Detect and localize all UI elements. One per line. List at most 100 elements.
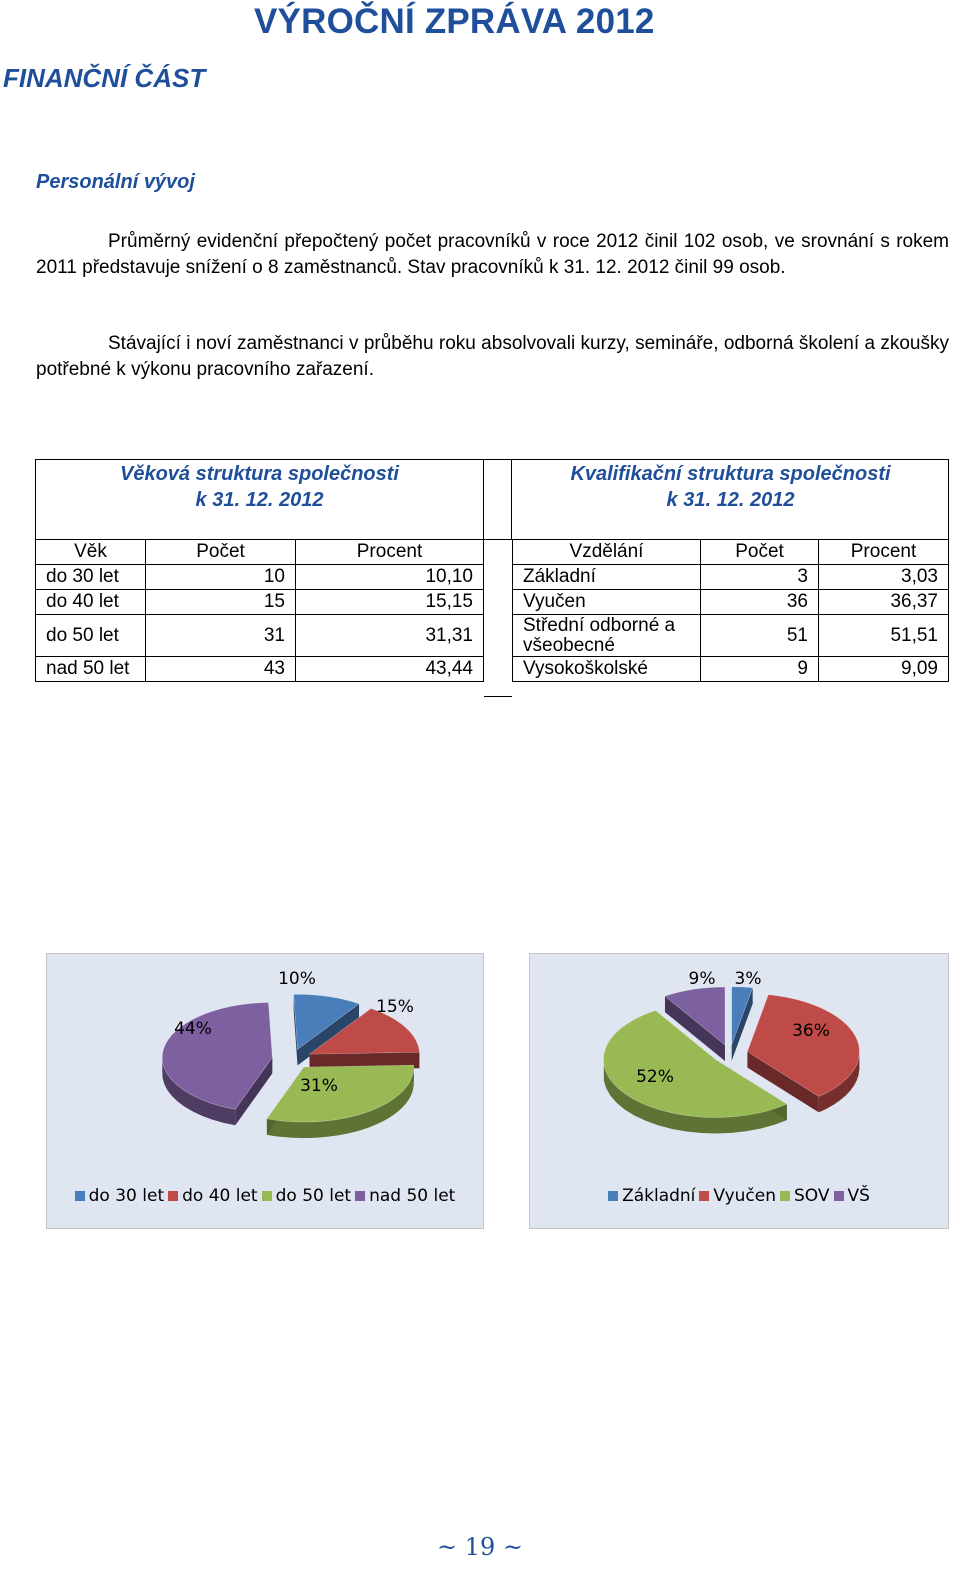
- data-label: 31%: [300, 1076, 338, 1096]
- legend-item: do 50 let: [261, 1186, 352, 1206]
- pie-slice-1: [747, 994, 860, 1097]
- data-label: 44%: [174, 1019, 212, 1039]
- header-cell: Procent: [295, 539, 484, 565]
- table-cell: nad 50 let: [35, 656, 146, 682]
- pie-slice-wall: [235, 1057, 273, 1126]
- pie-slice-wall: [731, 987, 753, 1061]
- legend-label: nad 50 let: [369, 1186, 456, 1206]
- header-cell: Věk: [35, 539, 146, 565]
- table-cell: 43,44: [295, 656, 484, 682]
- report-title: VÝROČNÍ ZPRÁVA 2012: [254, 2, 655, 41]
- legend-item: nad 50 let: [355, 1186, 455, 1206]
- table-cell: 3: [700, 564, 819, 590]
- age-pie-svg: 10% 15% 31% 44%: [162, 969, 420, 1139]
- pie-slice-wall: [293, 994, 298, 1066]
- pie-slice-3: [664, 986, 726, 1046]
- pie-slice-0: [731, 986, 754, 1045]
- legend-label: do 30 let: [88, 1186, 165, 1206]
- legend-item: do 30 let: [74, 1186, 165, 1206]
- paragraph-training: Stávající i noví zaměstnanci v průběhu r…: [36, 333, 949, 380]
- qualification-table-caption-cell: [512, 459, 949, 539]
- legend-swatch: [780, 1191, 790, 1201]
- header-cell: Vzdělání: [512, 539, 701, 565]
- legend-swatch: [261, 1191, 272, 1201]
- legend-label: VŠ: [847, 1186, 870, 1206]
- table-row: do 30 let 10 10,10: [35, 564, 484, 590]
- legend-swatch: [699, 1191, 710, 1201]
- table-gap-head: [484, 459, 512, 539]
- pie-slice-0: [293, 994, 360, 1050]
- table-cell: do 40 let: [35, 589, 146, 615]
- legend-label: Vyučen: [713, 1186, 776, 1206]
- table-cell: 51: [700, 614, 819, 657]
- table-cell: 51,51: [818, 614, 949, 657]
- table-cell: 9,09: [818, 656, 949, 682]
- qualification-pie-legend: Základní Vyučen SOV VŠ: [530, 1186, 948, 1206]
- header-cell: Počet: [145, 539, 296, 565]
- legend-label: do 50 let: [275, 1186, 352, 1206]
- table-cell: 36: [700, 589, 819, 615]
- pie-slice-2: [603, 1010, 788, 1118]
- table-cell: Střední odborné a všeobecné: [512, 614, 701, 657]
- pie-slice-3: [162, 1002, 273, 1110]
- pie-slice-side: [266, 1065, 414, 1139]
- pie-slice-wall: [297, 1003, 360, 1066]
- table-row: do 50 let 31 31,31: [35, 614, 484, 657]
- table-row: Vyučen 36 36,37: [512, 589, 949, 615]
- legend-swatch: [608, 1191, 619, 1201]
- table-cell: Vyučen: [512, 589, 701, 615]
- header-cell: Počet: [700, 539, 819, 565]
- subsection-title: Personální vývoj: [36, 171, 195, 193]
- pie-slice-2: [266, 1064, 415, 1123]
- pie-slice-side: [818, 1053, 860, 1113]
- table-row: do 40 let 15 15,15: [35, 589, 484, 615]
- legend-item: VŠ: [833, 1186, 870, 1206]
- table-header-row: Vzdělání Počet Procent: [512, 539, 949, 565]
- pie-slice-side: [162, 1055, 236, 1126]
- legend-item: SOV: [780, 1186, 830, 1206]
- legend-label: SOV: [794, 1186, 830, 1206]
- data-label: 3%: [735, 969, 762, 989]
- pie-slice-wall: [747, 1051, 819, 1113]
- qualification-pie-chart: 3% 36% 52% 9% Základní Vyučen SOV VŠ: [529, 953, 949, 1229]
- legend-item: do 40 let: [168, 1186, 258, 1206]
- table-header-row: Věk Počet Procent: [35, 539, 484, 565]
- table-cell: 3,03: [818, 564, 949, 590]
- legend-swatch: [355, 1191, 366, 1201]
- table-row: Střední odborné a všeobecné 51 51,51: [512, 614, 949, 657]
- data-label: 10%: [278, 969, 316, 989]
- legend-label: do 40 let: [182, 1186, 258, 1206]
- pie-slice-side: [603, 1064, 787, 1134]
- table-cell: 10,10: [295, 564, 484, 590]
- legend-label: Základní: [622, 1186, 696, 1206]
- table-cell: 31: [145, 614, 296, 657]
- table-cell: 36,37: [818, 589, 949, 615]
- table-row: nad 50 let 43 43,44: [35, 656, 484, 682]
- data-label: 9%: [689, 969, 716, 989]
- pie-slice-wall: [664, 996, 725, 1062]
- page-number: ~ 19 ~: [436, 1533, 523, 1561]
- data-label: 36%: [792, 1021, 830, 1041]
- section-title: FINANČNÍ ČÁST: [3, 63, 206, 93]
- legend-swatch: [74, 1191, 85, 1201]
- age-structure-table: Věk Počet Procent do 30 let 10 10,10 do …: [35, 539, 484, 682]
- table-cell: do 30 let: [35, 564, 146, 590]
- age-pie-chart: 10% 15% 31% 44% do 30 let do 40 let do 50 let…: [46, 953, 484, 1229]
- age-table-caption: Věková struktura společnosti k 31. 12. 2…: [120, 463, 399, 511]
- legend-swatch: [168, 1191, 179, 1201]
- legend-item: Vyučen: [699, 1186, 776, 1206]
- table-cell: do 50 let: [35, 614, 146, 657]
- table-cell: 9: [700, 656, 819, 682]
- qualification-pie-svg: 3% 36% 52% 9%: [603, 969, 860, 1134]
- qualification-table-caption: Kvalifikační struktura společnosti k 31.…: [570, 463, 891, 511]
- table-gap: [484, 539, 512, 697]
- age-pie-legend: do 30 let do 40 let do 50 let nad 50 let: [47, 1186, 483, 1206]
- header-cell: Procent: [818, 539, 949, 565]
- table-cell: 15: [145, 589, 296, 615]
- table-cell: 31,31: [295, 614, 484, 657]
- table-cell: 10: [145, 564, 296, 590]
- table-cell: Vysokoškolské: [512, 656, 701, 682]
- table-cell: Základní: [512, 564, 701, 590]
- table-row: Vysokoškolské 9 9,09: [512, 656, 949, 682]
- table-row: Základní 3 3,03: [512, 564, 949, 590]
